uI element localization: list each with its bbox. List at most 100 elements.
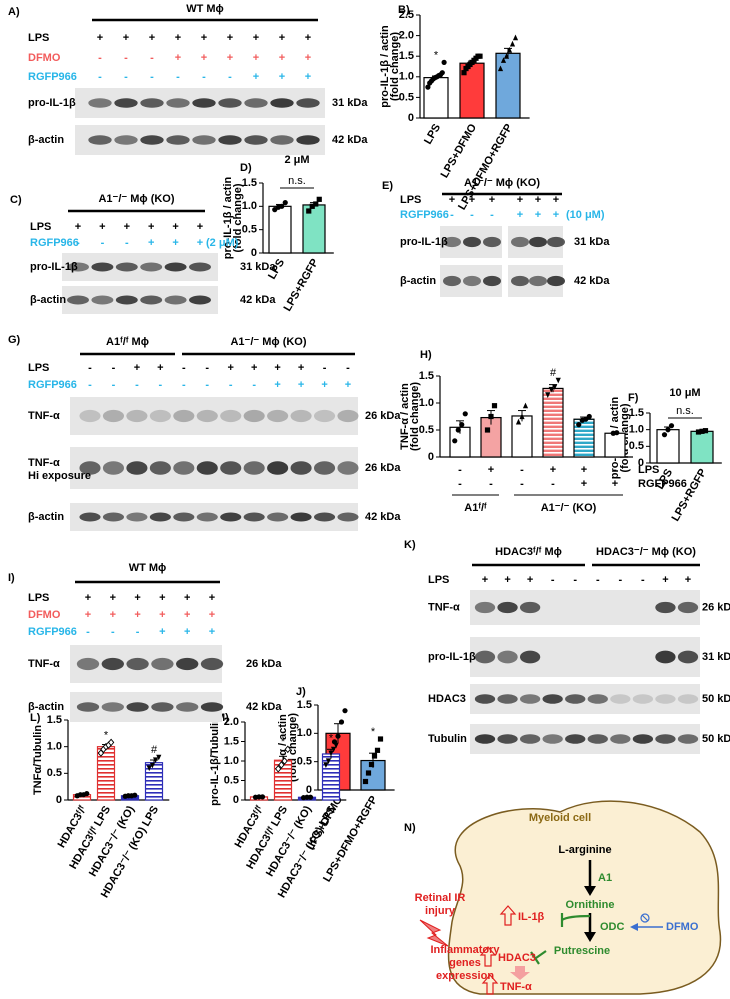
lane-sign: + [159,609,165,621]
data-point [371,753,378,759]
band [79,461,101,475]
y-axis-label: (fold change) [389,32,401,101]
lane-sign: + [517,194,523,206]
band [149,512,171,522]
data-point [306,208,312,214]
band [151,702,174,712]
data-point [503,53,510,59]
band [483,275,501,287]
band [296,135,320,145]
kda-label: 31 kDa [702,651,730,663]
bar [542,387,564,458]
data-point [665,427,671,433]
lane-sign: + [253,71,259,83]
data-point [377,736,384,742]
band [102,461,125,475]
band [244,135,268,145]
data-point [488,413,494,420]
arrowhead [584,886,596,896]
table-sign: - [613,464,617,476]
band [79,512,101,522]
band [296,98,320,108]
band [101,657,124,671]
lane-sign: + [175,32,181,44]
lane-sign: + [279,32,285,44]
lane-sign: + [99,221,105,233]
y-tick-label: 1.5 [629,407,644,419]
lane-sign: + [172,221,178,233]
lane-sign: + [134,362,140,374]
panel-letter: J) [296,686,306,698]
blot-title: HDAC3ᶠ/ᶠ Mϕ [495,546,562,558]
data-point [512,34,519,41]
data-point [491,403,498,409]
lane-sign: + [110,609,116,621]
band [474,601,496,614]
bar [604,432,626,458]
genes-label: Inflammatory [430,944,500,956]
kda-label: 26 kDa [365,410,401,422]
lane-sign: + [184,626,190,638]
panel-letter: D) [240,162,252,174]
bar [321,753,341,801]
band [610,694,631,704]
band-label: TNF-α [28,457,60,469]
data-point [522,402,529,409]
note: (2 μM) [206,237,239,249]
up-arrow [479,946,497,967]
node-label: Ornithine [566,899,615,911]
row-label: LPS [28,32,49,44]
lane-sign: + [305,71,311,83]
lane-sign: - [150,71,154,83]
data-point [583,416,589,422]
band [529,275,547,287]
bar [511,415,533,458]
band [677,601,699,614]
lane-sign: - [205,379,209,391]
annotation: * [104,729,109,741]
band [497,734,518,744]
data-point [661,432,668,438]
band [474,650,496,664]
annotation: # [151,744,158,756]
lane-sign: + [298,362,304,374]
kda-label: 42 kDa [365,511,401,523]
up-arrow [499,905,517,926]
lane-sign: + [527,574,533,586]
lane-sign: + [85,592,91,604]
data-point [278,761,285,769]
kda-label: 42 kDa [574,275,610,287]
band [244,98,268,108]
table-sign: - [551,478,555,490]
table-sign: + [581,464,587,476]
data-point [284,745,291,754]
data-point [259,794,266,800]
band [189,295,211,305]
lane-sign: - [112,379,116,391]
band [519,650,541,664]
band [76,702,100,712]
data-point [699,428,705,434]
lane-sign: - [450,209,454,221]
band-label: pro-IL-1β [30,261,78,273]
band [164,262,187,272]
lane-sign: - [124,71,128,83]
band [91,295,114,305]
panel-letter: A) [8,6,20,18]
band-label: β-actin [30,294,66,306]
blot-title: WT Mϕ [186,3,224,15]
lightning [419,919,449,947]
band [519,734,541,744]
y-tick-label: 0.5 [47,767,62,779]
band [243,409,265,423]
table-sign: - [458,478,462,490]
band [529,236,547,248]
lane-sign: - [182,379,186,391]
band [192,98,216,108]
lane-sign: + [517,209,523,221]
band [519,601,541,614]
lane-sign: + [662,574,668,586]
genes-label: expression [436,970,494,982]
band [115,262,138,272]
lane-sign: - [252,379,256,391]
